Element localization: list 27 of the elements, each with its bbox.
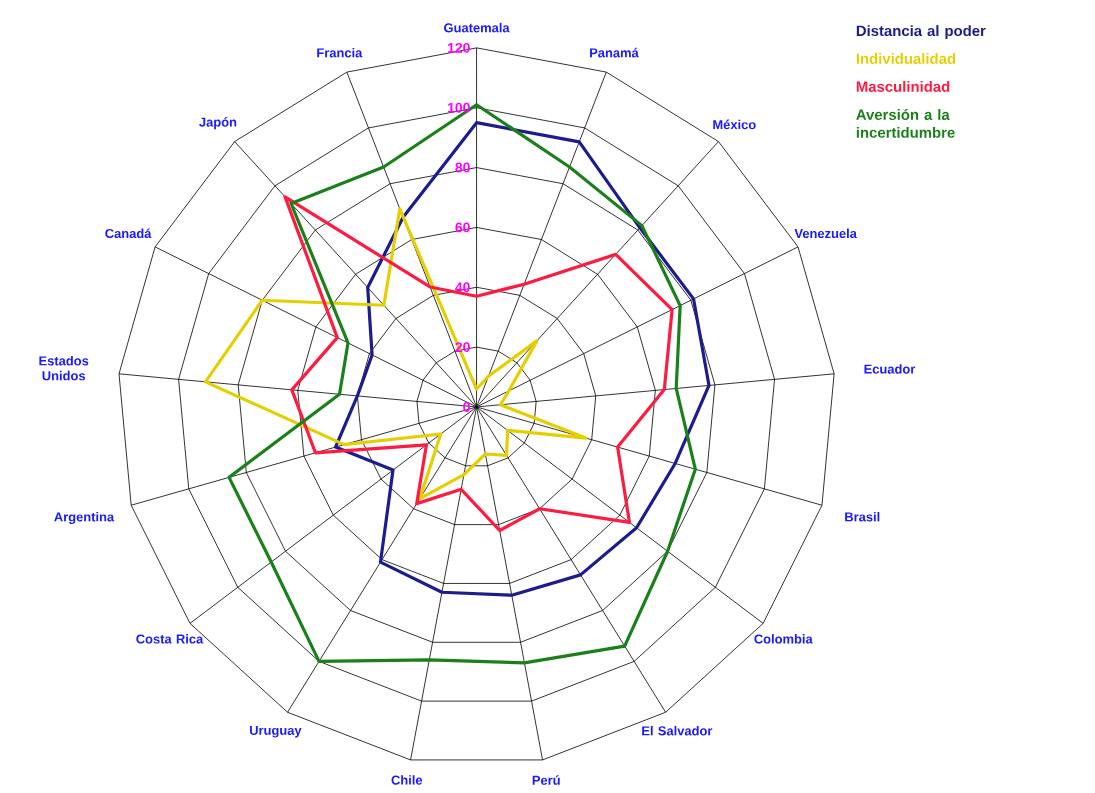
spoke-label: Panamá bbox=[590, 47, 639, 58]
spoke-label: Chile bbox=[391, 775, 423, 785]
y-tick-label: 120 bbox=[448, 42, 470, 53]
spoke-label: Argentina bbox=[54, 512, 115, 525]
spoke-label: Colombia bbox=[754, 634, 813, 644]
y-tick-label: 60 bbox=[455, 222, 470, 233]
y-tick-label: 80 bbox=[455, 162, 470, 173]
spoke-label: Ecuador bbox=[864, 364, 916, 374]
spoke-label: Costa Rica bbox=[136, 634, 204, 644]
y-tick-label: 0 bbox=[463, 402, 470, 412]
spoke-label: Francia bbox=[317, 47, 363, 58]
y-tick-label: 40 bbox=[455, 282, 470, 293]
y-tick-label: 100 bbox=[448, 102, 470, 113]
spoke-label: Canadá bbox=[105, 228, 152, 239]
spoke-label: Perú bbox=[532, 775, 560, 785]
spoke-label: Estados Unidos bbox=[39, 355, 89, 381]
spoke-label: El Salvador bbox=[642, 725, 713, 736]
spoke-label: Venezuela bbox=[794, 228, 857, 239]
spoke-label: Uruguay bbox=[249, 725, 302, 738]
text: Aversión a la incertidumbre bbox=[856, 108, 955, 138]
spoke-label: Japón bbox=[199, 117, 237, 130]
text: Individualidad bbox=[856, 53, 956, 64]
text: Distancia al poder bbox=[856, 25, 986, 40]
text: Masculinidad bbox=[856, 80, 950, 92]
spoke-label: Guatemala bbox=[444, 22, 510, 33]
spoke-label: México bbox=[713, 119, 756, 130]
spoke-label: Brasil bbox=[845, 512, 880, 522]
